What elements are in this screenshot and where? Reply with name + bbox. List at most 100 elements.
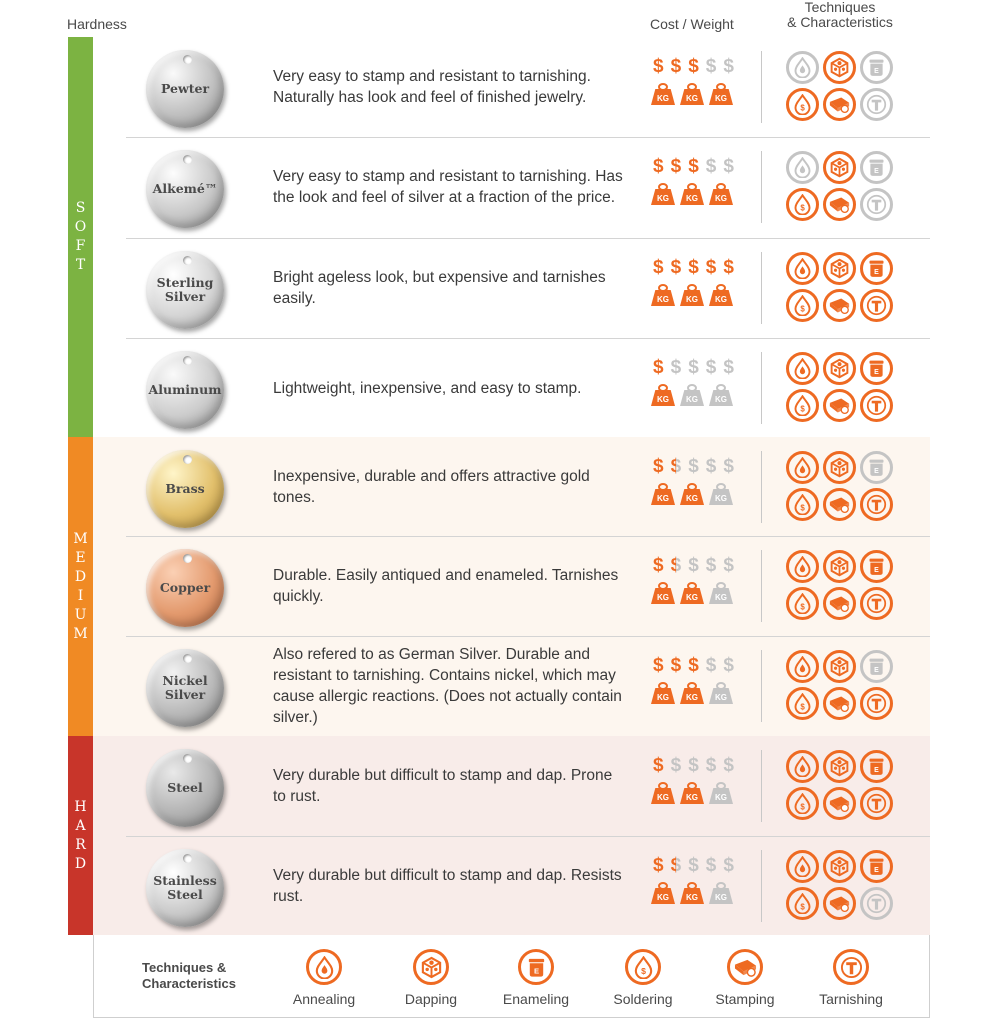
weight-label: KG [715,593,727,602]
metal-row: Pewter Very easy to stamp and resistant t… [93,37,930,137]
cost-dollar: $ [688,156,699,177]
svg-text:E: E [874,567,879,574]
weight-label: KG [686,395,698,404]
metal-row: Stainless Steel Very durable but difficul… [93,836,930,936]
weight-label: KG [686,295,698,304]
weight-label: KG [657,94,669,103]
weight-label: KG [686,593,698,602]
metal-tag: Pewter [146,50,224,128]
cost-dollar: $ [653,456,664,477]
weight-icon: KG [680,183,704,205]
techniques-header-line2: & Characteristics [787,14,893,30]
cost-weight: $ $ $ $ $ KG KG KG [651,455,736,505]
cost-dollar: $ [705,257,717,278]
tarnishing-icon [860,587,893,620]
dapping-icon [823,451,856,484]
cost-dollar: $ [669,455,684,479]
annealing-icon [786,850,819,883]
cost-dollar: $ [670,257,682,278]
legend-item-tarnishing: Tarnishing [806,949,896,1007]
cost-rating: $ $ $ $ $ [651,256,736,280]
technique-icons: E $ [786,750,898,820]
cost-rating: $ $ $ $ $ [651,554,736,578]
metal-description: Inexpensive, durable and offers attracti… [273,437,623,537]
stamping-icon [727,949,763,985]
column-divider [761,51,762,123]
technique-icons: E $ [786,850,898,920]
cost-dollar: $ [653,555,664,576]
stamping-icon [823,787,856,820]
weight-icon: KG [651,882,675,904]
cost-rating: $ $ $ $ $ [651,754,736,778]
weight-icon: KG [709,183,733,205]
annealing-icon [786,252,819,285]
cost-weight: $ $ $ $ $ KG KG KG [651,754,736,804]
svg-text:$: $ [641,966,646,976]
weight-icon: KG [651,183,675,205]
weight-label: KG [686,94,698,103]
cost-dollar: $ [705,755,717,776]
metal-name: Alkemé™ [152,181,218,196]
svg-text:E: E [874,867,879,874]
weight-rating: KG KG KG [651,284,736,306]
band-letter: I [77,587,84,604]
cost-dollar: $ [723,855,734,876]
tag-hole [183,854,192,863]
technique-icons: E $ [786,451,898,521]
technique-icons: E $ [786,252,898,322]
cost-rating: $ $ $ $ $ [651,455,736,479]
technique-icons: E $ [786,151,898,221]
tag-hole [183,356,192,365]
cost-weight-header: Cost / Weight [650,16,734,32]
annealing-icon [786,750,819,783]
hardness-header: Hardness [67,16,127,32]
cost-dollar: $ [723,555,734,576]
weight-icon: KG [680,483,704,505]
cost-dollar: $ [653,655,664,676]
annealing-icon [786,451,819,484]
metal-description: Very durable but difficult to stamp and … [273,736,623,836]
cost-dollar: $ [688,855,699,876]
column-divider [761,151,762,223]
cost-dollar: $ [705,555,717,576]
enameling-icon: E [860,451,893,484]
legend-title-line1: Techniques & [142,960,227,975]
metal-description: Bright ageless look, but expensive and t… [273,238,623,338]
enameling-icon: E [518,949,554,985]
stamping-icon [823,389,856,422]
weight-icon: KG [651,682,675,704]
weight-icon: KG [651,782,675,804]
description-text: Also refered to as German Silver. Durabl… [273,646,622,726]
weight-label: KG [657,593,669,602]
column-divider [761,750,762,822]
column-divider [761,252,762,324]
weight-icon: KG [709,782,733,804]
band-letter: H [74,798,87,815]
legend-item-annealing: Annealing [279,949,369,1007]
enameling-icon: E [860,550,893,583]
tag-hole [183,554,192,563]
legend-label: Stamping [715,991,775,1007]
description-text: Bright ageless look, but expensive and t… [273,269,606,307]
svg-text:E: E [874,667,879,674]
metal-description: Also refered to as German Silver. Durabl… [273,636,623,736]
cost-dollar: $ [669,854,684,878]
weight-icon: KG [709,483,733,505]
weight-icon: KG [709,384,733,406]
soldering-icon: $ [786,488,819,521]
metal-row: Steel Very durable but difficult to stamp… [93,736,930,836]
band-letter: D [74,855,87,872]
row-divider [126,636,930,637]
dapping-icon [823,252,856,285]
weight-label: KG [715,793,727,802]
cost-dollar: $ [705,855,717,876]
weight-rating: KG KG KG [651,183,736,205]
cost-dollar: $ [705,655,717,676]
band-letter: E [75,549,86,566]
soldering-icon: $ [625,949,661,985]
cost-dollar: $ [688,56,699,77]
cost-dollar: $ [653,357,664,378]
cost-dollar: $ [723,257,734,278]
